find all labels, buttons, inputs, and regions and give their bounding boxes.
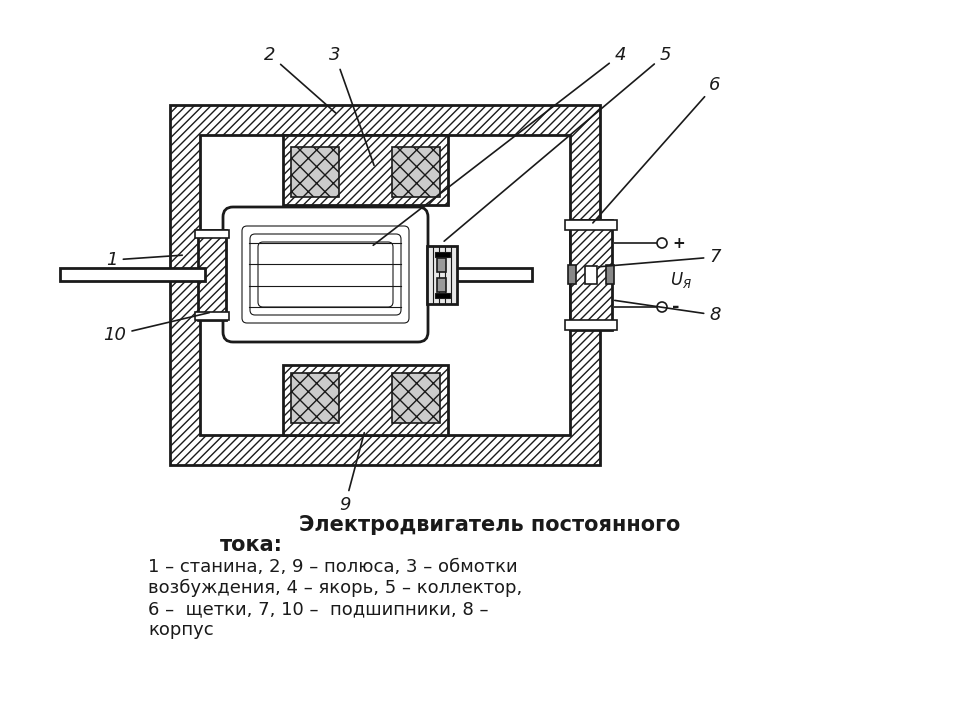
Bar — [435, 252, 450, 257]
Bar — [437, 278, 446, 292]
Bar — [200, 135, 570, 435]
Text: 9: 9 — [339, 433, 364, 514]
Text: корпус: корпус — [148, 621, 214, 639]
Text: 1: 1 — [107, 251, 182, 269]
Text: 5: 5 — [444, 46, 671, 241]
Text: 6 –  щетки, 7, 10 –  подшипники, 8 –: 6 – щетки, 7, 10 – подшипники, 8 – — [148, 600, 489, 618]
Text: +: + — [672, 235, 684, 251]
Bar — [283, 365, 448, 435]
Bar — [565, 320, 617, 330]
Bar — [200, 135, 570, 435]
FancyBboxPatch shape — [258, 242, 393, 307]
Bar — [565, 220, 617, 230]
Bar — [291, 147, 339, 197]
Bar — [170, 105, 600, 465]
Text: 4: 4 — [373, 46, 626, 246]
FancyBboxPatch shape — [242, 226, 409, 323]
Text: 8: 8 — [614, 300, 721, 324]
Text: 3: 3 — [329, 46, 374, 166]
Bar — [392, 147, 440, 197]
Bar — [195, 312, 229, 320]
Text: 6: 6 — [593, 76, 721, 223]
Bar — [412, 268, 532, 281]
Bar — [606, 265, 614, 284]
Bar — [585, 266, 597, 284]
Text: тока:: тока: — [220, 535, 283, 555]
Text: возбуждения, 4 – якорь, 5 – коллектор,: возбуждения, 4 – якорь, 5 – коллектор, — [148, 579, 522, 597]
Text: 10: 10 — [104, 312, 209, 344]
Text: 7: 7 — [599, 248, 721, 267]
Bar — [195, 230, 229, 238]
Bar — [437, 258, 446, 272]
Circle shape — [657, 302, 667, 312]
FancyBboxPatch shape — [223, 207, 428, 342]
Circle shape — [657, 238, 667, 248]
Bar — [60, 268, 205, 281]
Text: -: - — [672, 298, 680, 316]
Bar — [427, 246, 457, 304]
Bar — [435, 293, 450, 298]
Bar — [568, 265, 576, 284]
Bar — [570, 220, 612, 330]
Text: 2: 2 — [264, 46, 336, 113]
Text: Электродвигатель постоянного: Электродвигатель постоянного — [300, 515, 681, 535]
Text: 1 – станина, 2, 9 – полюса, 3 – обмотки: 1 – станина, 2, 9 – полюса, 3 – обмотки — [148, 558, 517, 576]
Text: $U_Я$: $U_Я$ — [670, 270, 692, 290]
Bar — [283, 135, 448, 205]
FancyBboxPatch shape — [250, 234, 401, 315]
Bar — [291, 373, 339, 423]
Bar — [198, 230, 226, 320]
Bar — [392, 373, 440, 423]
